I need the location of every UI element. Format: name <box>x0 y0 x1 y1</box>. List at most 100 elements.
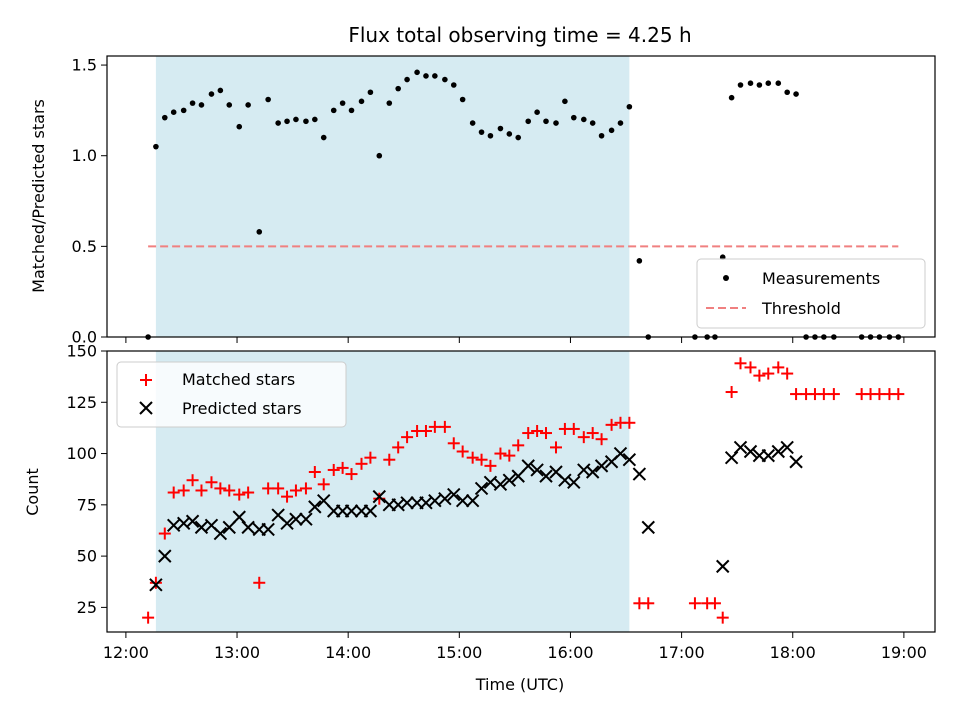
predicted-star-point <box>716 559 730 574</box>
legend-matched-label: Matched stars <box>182 370 295 389</box>
predicted-star-point <box>622 453 637 467</box>
measurement-point <box>580 116 587 123</box>
x-tick-label: 12:00 <box>103 643 149 662</box>
legend-threshold-label: Threshold <box>761 299 841 318</box>
predicted-star-stroke-b <box>391 498 405 512</box>
predicted-star-stroke-b <box>465 494 480 508</box>
predicted-star-stroke-b <box>194 520 209 535</box>
predicted-star-point <box>743 444 758 459</box>
matched-star-point <box>708 597 721 610</box>
matched-star-point <box>772 361 785 374</box>
measurement-point <box>404 76 410 83</box>
predicted-star-point <box>761 448 775 463</box>
predicted-star-stroke-b <box>716 559 730 574</box>
measurement-point <box>265 96 271 103</box>
predicted-star-point <box>289 512 303 526</box>
predicted-star-stroke-b <box>743 444 758 459</box>
matched-star-point <box>642 597 655 610</box>
measurement-point <box>414 69 420 76</box>
measurement-point <box>303 118 309 125</box>
predicted-star-stroke-b <box>521 459 535 473</box>
matched-star-point <box>299 482 312 495</box>
measurement-point <box>386 100 393 106</box>
measurement-point <box>245 102 251 108</box>
matched-star-point <box>484 459 497 472</box>
predicted-star-stroke-b <box>271 508 285 522</box>
predicted-star-point <box>594 459 609 473</box>
predicted-star-point <box>632 467 647 481</box>
matched-star-point <box>233 488 246 501</box>
measurement-point <box>515 134 522 141</box>
predicted-star-stroke-b <box>771 444 785 459</box>
predicted-star-point <box>539 469 553 483</box>
measurement-point <box>330 107 337 114</box>
matched-star-point <box>567 422 580 435</box>
matched-star-point <box>753 369 766 382</box>
matched-star-point <box>605 418 618 431</box>
matched-star-point <box>373 492 386 505</box>
measurement-point <box>180 107 187 114</box>
measurement-point <box>562 98 568 105</box>
measurement-point <box>348 107 355 114</box>
predicted-star-stroke-b <box>317 494 331 508</box>
x-tick-label: 16:00 <box>547 643 593 662</box>
predicted-star-stroke-b <box>299 512 313 526</box>
measurement-point <box>784 89 790 96</box>
x-tick-label: 19:00 <box>881 643 927 662</box>
count-panel: 25 50 75 100 125 150 12:00 13:00 14:00 15:00 16:0… <box>23 342 936 694</box>
matched-star-point <box>355 457 368 470</box>
predicted-star-point <box>641 520 655 535</box>
matched-star-point <box>272 482 285 495</box>
ratio-shaded-interval <box>155 56 630 337</box>
matched-star-point <box>781 367 794 380</box>
count-x-ticks: 12:00 13:00 14:00 15:00 16:00 17:00 18:00 19:00 <box>103 632 927 662</box>
measurement-point <box>506 131 513 137</box>
matched-star-point <box>428 420 441 433</box>
matched-star-point <box>336 461 349 474</box>
matched-star-point <box>531 424 544 437</box>
predicted-star-point <box>400 496 414 510</box>
predicted-star-point <box>789 455 803 469</box>
matched-star-point <box>817 388 830 401</box>
predicted-star-stroke-b <box>539 469 553 483</box>
matched-star-point <box>688 597 701 610</box>
y-tick-label: 50 <box>77 547 97 566</box>
matched-star-point <box>142 611 155 624</box>
matched-star-point <box>289 484 302 497</box>
predicted-star-stroke-b <box>185 514 200 528</box>
predicted-star-point <box>299 512 313 526</box>
y-tick-label: 1.0 <box>72 146 97 165</box>
measurement-point <box>598 132 605 139</box>
matched-star-point <box>281 490 294 503</box>
predicted-star-stroke-b <box>483 475 498 489</box>
predicted-star-stroke-b <box>447 487 461 502</box>
predicted-star-stroke-b <box>419 496 433 510</box>
measurement-point <box>236 123 243 130</box>
matched-star-point <box>447 437 460 450</box>
measurement-points <box>145 69 902 340</box>
predicted-star-stroke-b <box>280 516 294 530</box>
ratio-y-axis-label: Matched/Predicted stars <box>29 99 48 293</box>
matched-star-point <box>214 482 227 495</box>
predicted-star-point <box>428 494 442 508</box>
matched-star-point <box>186 474 199 487</box>
measurement-point <box>376 152 383 159</box>
measurement-point <box>747 80 754 86</box>
measurement-point <box>636 258 643 264</box>
count-y-axis-label: Count <box>23 468 42 516</box>
measurement-point <box>395 85 401 92</box>
matched-star-point <box>345 468 358 481</box>
legend-measurements-label: Measurements <box>762 269 880 288</box>
ratio-legend: Measurements Threshold <box>696 258 926 329</box>
matched-star-point <box>540 427 553 440</box>
legend-measurements-marker <box>723 275 729 281</box>
predicted-star-stroke-b <box>641 520 655 535</box>
matched-star-point <box>827 388 840 401</box>
matched-star-point <box>503 449 516 462</box>
matched-star-point <box>177 484 190 497</box>
predicted-star-point <box>502 473 517 487</box>
y-tick-label: 1.5 <box>72 56 97 75</box>
matched-star-point <box>494 447 507 460</box>
predicted-star-stroke-b <box>549 465 563 479</box>
